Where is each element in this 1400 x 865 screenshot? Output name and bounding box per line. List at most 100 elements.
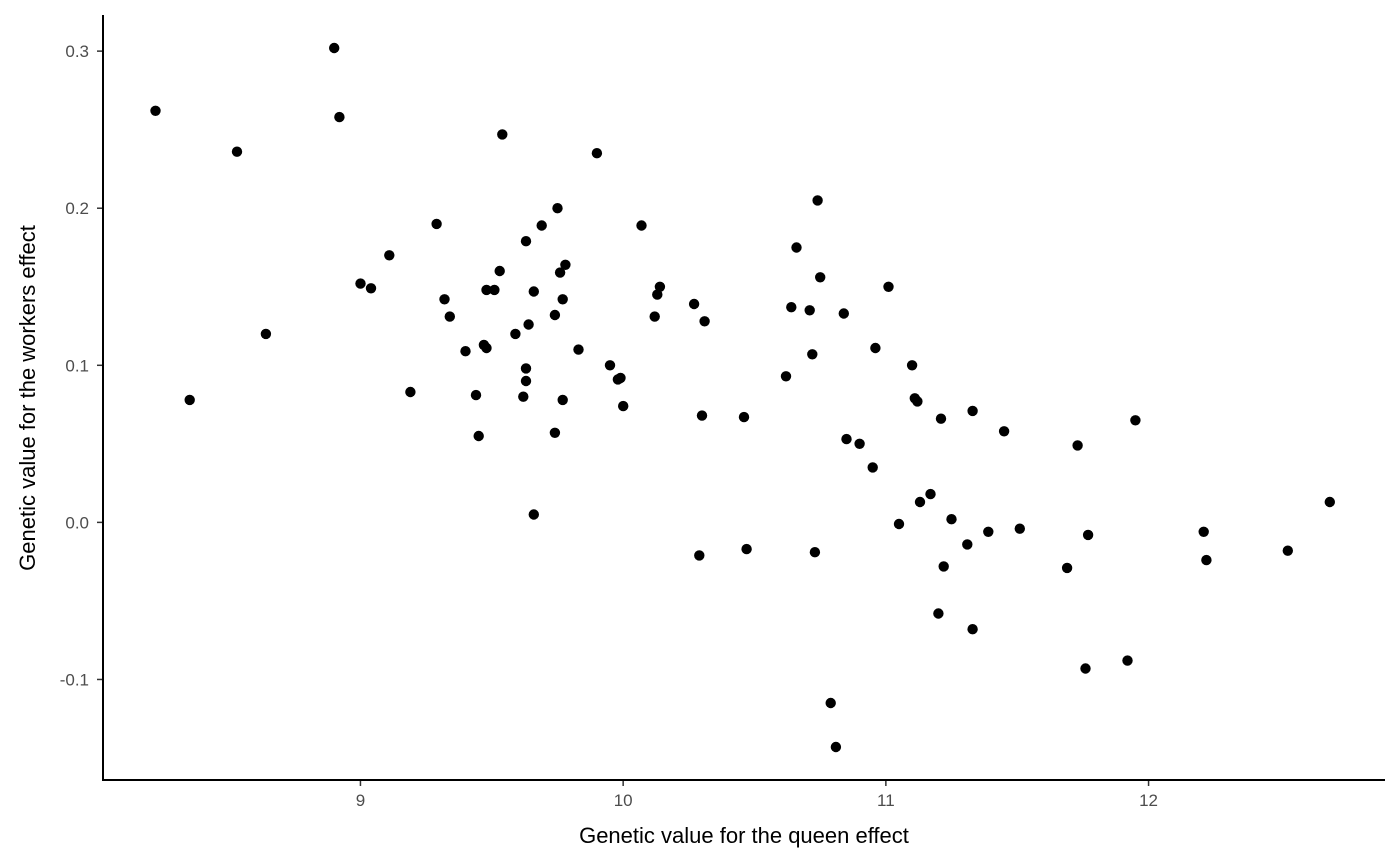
data-point [815, 272, 826, 283]
data-point [914, 496, 926, 508]
data-point [560, 259, 571, 270]
data-point [554, 267, 566, 278]
data-point [1080, 663, 1091, 674]
data-point [688, 298, 700, 310]
data-point [812, 195, 823, 206]
data-point [618, 400, 629, 412]
data-point [523, 319, 534, 330]
data-point [528, 286, 539, 297]
data-point [654, 281, 666, 292]
y-tick-label: 0.2 [65, 199, 89, 218]
data-point [520, 363, 532, 374]
data-point [355, 278, 366, 289]
data-point [791, 242, 802, 253]
y-tick-label: 0.3 [65, 42, 89, 61]
data-point [867, 462, 878, 473]
points-layer [150, 42, 1336, 753]
data-point [231, 146, 243, 157]
data-point [652, 289, 663, 300]
y-tick-label: -0.1 [60, 670, 89, 689]
data-point [938, 561, 949, 572]
data-point [825, 697, 836, 709]
data-point [967, 624, 978, 635]
data-point [636, 220, 647, 231]
data-point [384, 250, 395, 261]
data-point [557, 294, 568, 305]
data-point [573, 344, 584, 355]
data-point [1014, 523, 1025, 534]
data-point [786, 302, 797, 313]
data-point [1072, 440, 1083, 451]
data-point [481, 342, 492, 354]
data-point [854, 438, 865, 449]
data-point [494, 265, 505, 277]
data-point [998, 426, 1010, 437]
data-point [741, 543, 752, 555]
y-axis-ticks: -0.1 0.0 0.1 0.2 0.3 [60, 42, 103, 689]
data-point [334, 111, 345, 123]
data-point [870, 342, 881, 354]
data-point [536, 220, 547, 231]
data-point [444, 311, 455, 322]
y-tick-label: 0.1 [65, 356, 89, 375]
data-point [962, 539, 973, 550]
data-point [1198, 526, 1209, 537]
data-point [694, 550, 705, 561]
data-point [906, 360, 918, 371]
data-point [838, 308, 849, 319]
y-axis-title: Genetic value for the workers effect [15, 225, 40, 571]
data-point [983, 526, 994, 537]
data-point [552, 203, 563, 214]
data-point [1201, 554, 1212, 566]
data-point [807, 349, 818, 360]
data-point [520, 236, 532, 247]
data-point [841, 433, 852, 445]
data-point [925, 488, 936, 500]
data-point [473, 430, 484, 442]
data-point [649, 311, 660, 322]
data-point [184, 394, 195, 406]
data-point [591, 148, 603, 159]
data-point [497, 129, 508, 140]
x-tick-label: 12 [1139, 791, 1158, 810]
data-point [830, 741, 842, 753]
data-point [329, 42, 340, 54]
data-point [528, 509, 539, 520]
data-point [738, 411, 750, 423]
data-point [557, 394, 568, 406]
data-point [520, 375, 532, 387]
data-point [933, 608, 944, 619]
data-point [699, 316, 710, 327]
x-tick-label: 9 [356, 791, 365, 810]
data-point [809, 547, 821, 558]
data-point [510, 328, 521, 340]
data-point [893, 518, 905, 530]
data-point [1061, 562, 1073, 574]
data-point [365, 283, 377, 294]
data-point [780, 371, 792, 382]
data-point [481, 284, 492, 296]
data-point [1122, 655, 1133, 666]
data-point [1324, 496, 1336, 508]
data-point [804, 305, 815, 316]
data-point [1282, 545, 1294, 556]
data-point [615, 372, 626, 384]
data-point [1130, 415, 1141, 426]
data-point [696, 410, 708, 421]
x-axis-title: Genetic value for the queen effect [579, 823, 909, 848]
data-point [967, 405, 978, 417]
data-point [518, 391, 529, 402]
x-tick-label: 10 [614, 791, 633, 810]
y-tick-label: 0.0 [65, 513, 89, 532]
x-tick-label: 11 [877, 791, 895, 810]
data-point [549, 309, 561, 321]
data-point [1082, 529, 1094, 541]
data-point [489, 284, 500, 296]
data-point [431, 218, 442, 230]
x-axis-ticks: 9 10 11 12 [356, 780, 1158, 810]
data-point [883, 281, 894, 292]
data-point [439, 294, 450, 305]
data-point [912, 396, 923, 407]
